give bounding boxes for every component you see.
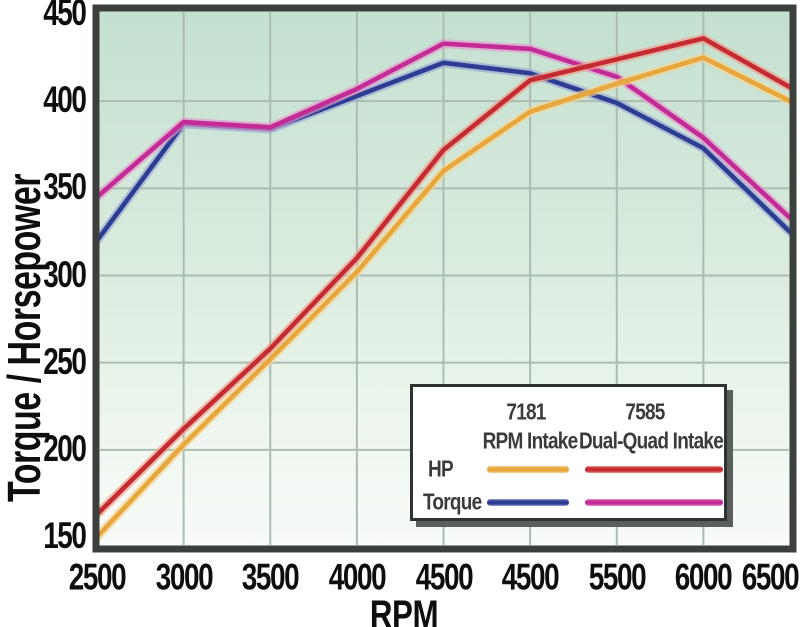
legend-col1-model: 7181 (506, 400, 546, 426)
y-tick-label: 400 (43, 80, 88, 121)
x-tick-label: 3500 (242, 558, 300, 599)
legend-col2-model: 7585 (625, 400, 665, 426)
x-tick-label: 2500 (68, 558, 127, 599)
y-tick-label: 300 (43, 254, 88, 296)
curves (99, 33, 790, 542)
x-tick-label: 4500 (501, 558, 560, 599)
curve-hp_7181 (99, 55, 790, 539)
x-tick-label: 3000 (155, 558, 213, 599)
y-axis-title: Torque / Horsepower (0, 173, 51, 503)
x-tick-label: 4000 (328, 558, 387, 599)
legend-swatch-hp-7181 (487, 466, 569, 473)
x-tick-label: 4500 (415, 558, 473, 599)
x-tick-label: 6000 (675, 558, 733, 599)
legend-row-torque-label: Torque (423, 490, 482, 516)
y-tick-label: 250 (43, 341, 88, 383)
legend-swatch-torque-7181 (487, 499, 569, 506)
curve-hp_7585 (99, 36, 790, 516)
y-tick-label: 150 (43, 516, 88, 557)
x-tick-label: 6500 (741, 558, 799, 599)
legend-swatch-torque-7585 (585, 499, 723, 506)
x-axis-title: RPM (369, 592, 439, 627)
y-tick-label: 350 (43, 167, 88, 208)
legend-col2-name: Dual-Quad Intake (578, 429, 724, 455)
legend-col1-name: RPM Intake (482, 429, 579, 455)
curve-torque_7585 (99, 41, 790, 221)
plot-border (92, 4, 797, 553)
x-tick-label: 5500 (588, 558, 647, 599)
y-tick-label: 450 (43, 0, 88, 34)
y-tick-label: 200 (43, 429, 88, 470)
legend-row-hp-label: HP (428, 457, 454, 483)
gridlines (100, 12, 789, 545)
legend: 7181 7585 RPM Intake Dual-Quad Intake HP… (410, 384, 727, 521)
legend-swatch-hp-7585 (585, 466, 723, 473)
